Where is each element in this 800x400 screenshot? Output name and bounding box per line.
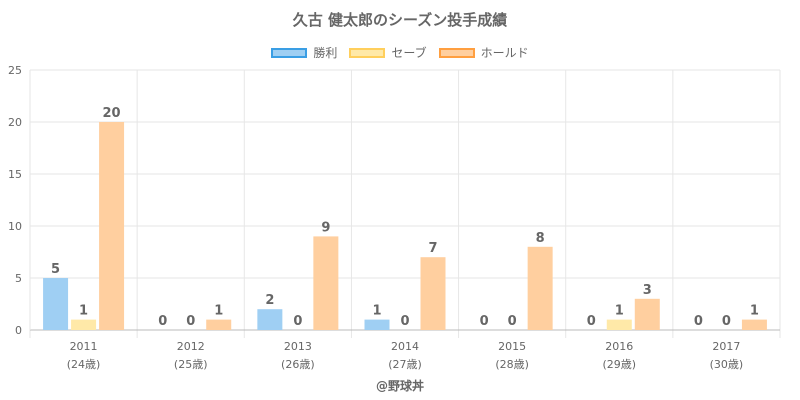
bar	[606, 319, 632, 330]
legend-swatch-saves	[349, 47, 386, 58]
bar-value-label: 0	[587, 314, 596, 329]
bar	[420, 257, 446, 330]
x-tick-sublabel: (26歳)	[281, 358, 315, 371]
x-tick-sublabel: (25歳)	[174, 358, 208, 371]
x-tick-label: 2012	[177, 340, 205, 353]
chart-credit: @野球丼	[375, 379, 424, 393]
bar-value-label: 1	[79, 304, 88, 319]
bar	[206, 319, 232, 330]
y-tick-label: 25	[8, 64, 22, 77]
x-tick-sublabel: (24歳)	[67, 358, 101, 371]
bar-value-label: 0	[293, 314, 302, 329]
x-tick-sublabel: (30歳)	[710, 358, 744, 371]
legend-item-wins[interactable]: 勝利	[271, 44, 337, 61]
bar-value-label: 2	[265, 293, 274, 308]
bar-value-label: 1	[750, 304, 759, 319]
bar-value-label: 3	[643, 283, 652, 298]
bar-value-label: 0	[722, 314, 731, 329]
x-tick-label: 2017	[712, 340, 740, 353]
bar-value-label: 0	[158, 314, 167, 329]
bar	[634, 298, 660, 330]
bar-value-label: 7	[428, 241, 437, 256]
bar	[71, 319, 97, 330]
bar-value-label: 9	[321, 220, 330, 235]
chart-title: 久古 健太郎のシーズン投手成績	[292, 11, 508, 29]
y-tick-label: 20	[8, 116, 22, 129]
bar-value-label: 1	[214, 304, 223, 319]
bar	[364, 319, 390, 330]
legend-label-holds: ホールド	[480, 46, 529, 60]
bar	[43, 278, 69, 330]
legend-label-wins: 勝利	[313, 46, 338, 60]
bar-value-label: 8	[536, 231, 545, 246]
x-tick-sublabel: (29歳)	[602, 358, 636, 371]
x-tick-label: 2011	[70, 340, 98, 353]
x-tick-label: 2015	[498, 340, 526, 353]
bar-value-label: 20	[103, 106, 121, 121]
legend-swatch-holds	[438, 47, 475, 58]
y-tick-label: 0	[15, 324, 22, 337]
x-tick-label: 2014	[391, 340, 419, 353]
bar-value-label: 0	[508, 314, 517, 329]
bar-value-label: 0	[480, 314, 489, 329]
x-tick-label: 2016	[605, 340, 633, 353]
bar-value-label: 1	[372, 304, 381, 319]
legend-item-saves[interactable]: セーブ	[349, 44, 427, 61]
bar-value-label: 0	[400, 314, 409, 329]
bar	[741, 319, 767, 330]
bar-value-label: 0	[186, 314, 195, 329]
chart-legend: 勝利 セーブ ホールド	[0, 44, 800, 61]
bar-value-label: 5	[51, 262, 60, 277]
x-tick-sublabel: (28歳)	[495, 358, 529, 371]
legend-label-saves: セーブ	[391, 46, 427, 60]
bar-value-label: 0	[694, 314, 703, 329]
bar	[527, 246, 553, 330]
y-tick-label: 10	[8, 220, 22, 233]
legend-swatch-wins	[271, 47, 308, 58]
x-tick-label: 2013	[284, 340, 312, 353]
bar	[99, 122, 125, 330]
legend-item-holds[interactable]: ホールド	[438, 44, 529, 61]
y-tick-label: 5	[15, 272, 22, 285]
bar	[257, 309, 283, 330]
y-tick-label: 15	[8, 168, 22, 181]
bar-value-label: 1	[615, 304, 624, 319]
x-tick-sublabel: (27歳)	[388, 358, 422, 371]
bar	[313, 236, 339, 330]
